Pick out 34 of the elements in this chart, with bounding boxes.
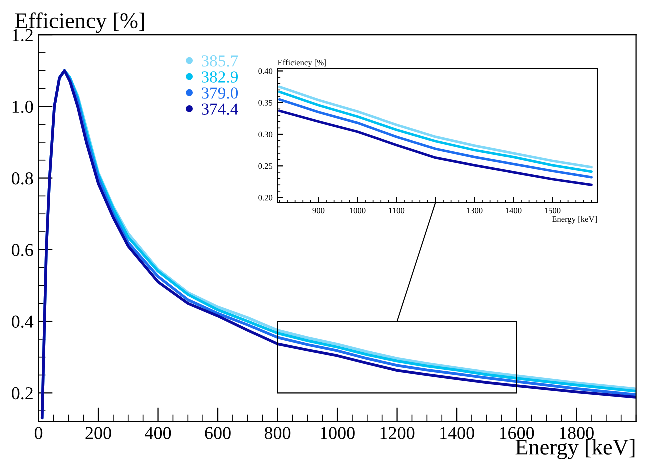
y-tick-label: 1.0 [12,100,34,114]
x-tick-label: 1400 [440,427,474,440]
y-tick-label: 0.35 [258,100,273,106]
y-tick-label: 0.40 [258,68,273,74]
legend-label: 385.7 [202,56,238,67]
x-tick-label: 0 [34,427,43,440]
y-tick-label: 0.20 [258,195,273,201]
x-tick-label: 1000 [350,208,366,214]
x-tick-label: 1500 [545,208,561,214]
line-series [278,110,593,186]
x-axis-title: Energy [keV] [552,216,597,224]
x-tick-label: 400 [145,427,172,440]
x-axis-title: Energy [keV] [516,439,635,460]
y-axis-title: Efficiency [%] [278,60,326,68]
y-tick-label: 0.4 [12,316,34,328]
y-tick-label: 0.2 [12,387,33,400]
x-tick-label: 1100 [389,208,405,214]
x-tick-label: 600 [205,427,231,440]
y-tick-label: 0.6 [12,244,34,256]
legend-label: 374.4 [202,104,238,116]
legend-label: 379.0 [202,88,238,99]
y-tick-label: 0.25 [258,163,273,170]
legend-label: 382.9 [202,72,238,83]
x-tick-label: 800 [264,427,291,440]
x-tick-label: 900 [312,208,325,214]
x-tick-label: 1600 [500,427,534,440]
x-tick-label: 1200 [380,427,415,440]
y-tick-label: 0.30 [258,132,273,138]
x-tick-label: 200 [86,427,112,440]
x-tick-label: 1800 [560,427,594,440]
x-tick-label: 1300 [467,208,483,214]
y-tick-label: 0.8 [12,172,34,185]
x-tick-label: 1400 [506,208,522,214]
x-tick-label: 1000 [321,427,355,440]
